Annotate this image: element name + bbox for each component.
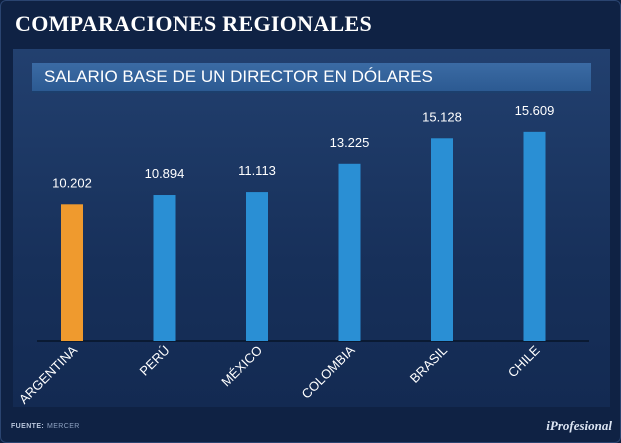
chart-title-bar: SALARIO BASE DE UN DIRECTOR EN DÓLARES xyxy=(32,63,591,93)
bar-perú xyxy=(153,195,176,341)
category-label: ARGENTINA xyxy=(16,342,80,406)
bar-brasil xyxy=(431,138,453,341)
page-title: COMPARACIONES REGIONALES xyxy=(15,11,372,36)
bar-méxico xyxy=(246,192,268,341)
data-label: 10.894 xyxy=(145,166,185,181)
chart-panel: SALARIO BASE DE UN DIRECTOR EN DÓLARES xyxy=(13,49,610,407)
category-label: COLOMBIA xyxy=(298,342,357,401)
category-label: BRASIL xyxy=(407,343,450,386)
bar-colombia xyxy=(338,163,361,341)
data-label: 13.225 xyxy=(330,135,370,150)
category-label: MÉXICO xyxy=(218,343,265,390)
footer: FUENTE: MERCER iProfesional xyxy=(1,413,620,442)
bar-argentina xyxy=(61,204,83,341)
source-value: MERCER xyxy=(47,423,80,430)
source-label: FUENTE: xyxy=(11,423,45,430)
category-label: CHILE xyxy=(505,342,543,380)
data-label: 10.202 xyxy=(52,175,92,190)
data-label: 11.113 xyxy=(238,163,276,178)
brand-logo: iProfesional xyxy=(546,418,612,433)
category-label: PERÚ xyxy=(136,343,172,379)
data-label: 15.609 xyxy=(515,103,555,118)
data-label: 15.128 xyxy=(422,109,462,124)
bar-chile xyxy=(523,131,546,341)
chart-title: SALARIO BASE DE UN DIRECTOR EN DÓLARES xyxy=(44,67,433,86)
